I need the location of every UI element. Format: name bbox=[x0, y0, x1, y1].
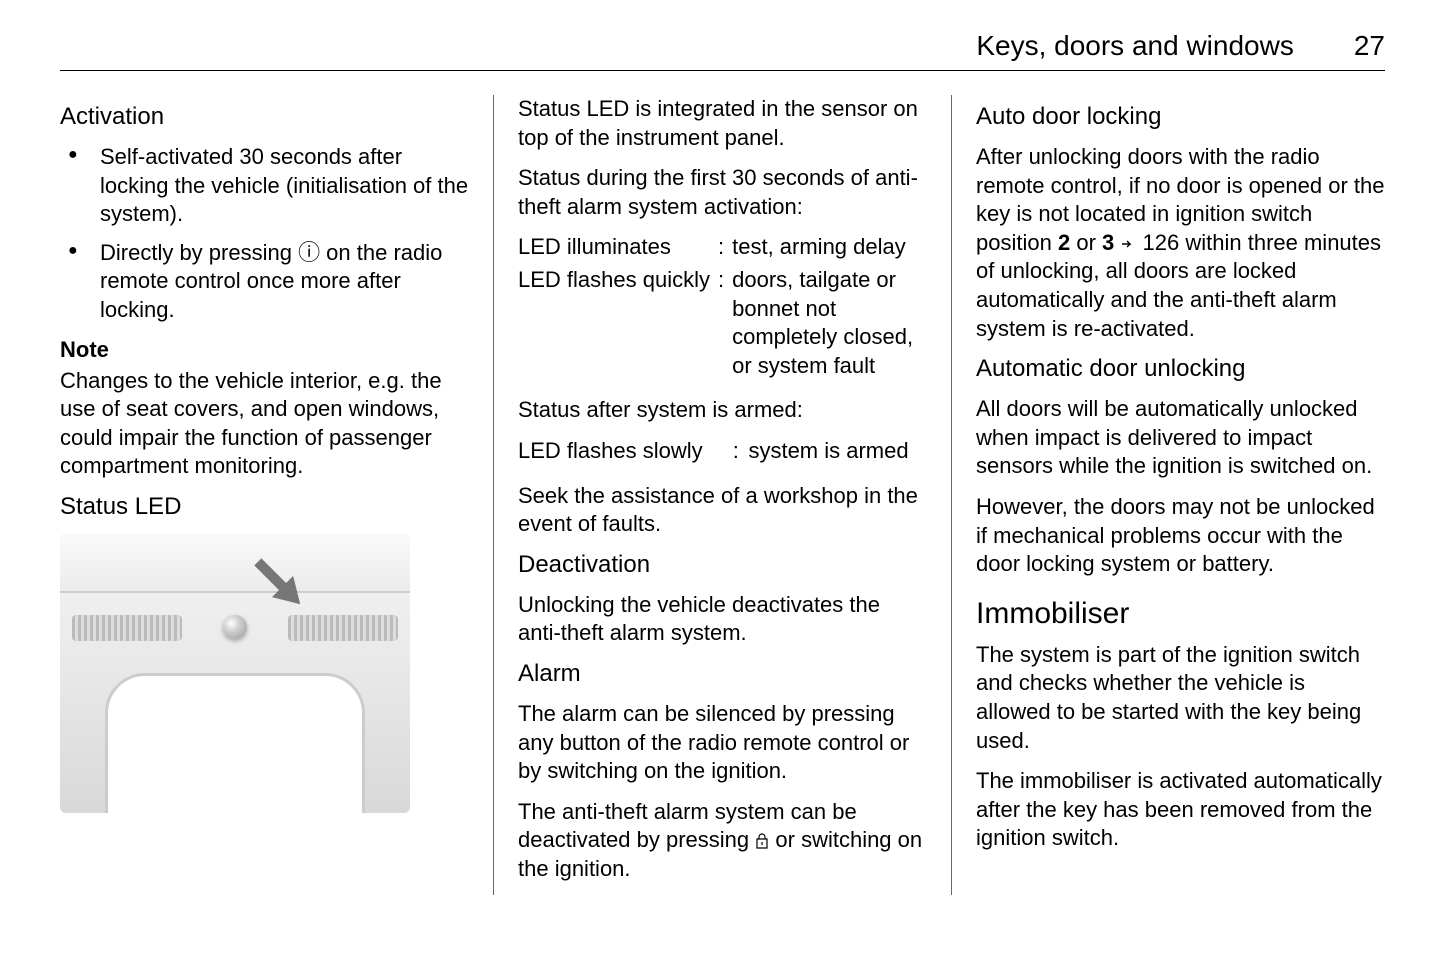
list-item: Directly by pressing ⓘ on the radio remo… bbox=[60, 239, 469, 325]
page-ref-number: 126 bbox=[1143, 230, 1180, 255]
status-defs-1: LED illuminates : test, arming delay LED… bbox=[518, 233, 927, 384]
note-label: Note bbox=[60, 337, 469, 363]
steering-wheel-opening bbox=[105, 673, 365, 813]
def-colon: : bbox=[733, 437, 749, 470]
status-led-intro: Status LED is integrated in the sensor o… bbox=[518, 95, 927, 152]
auto-lock-or: or bbox=[1076, 230, 1102, 255]
list-item: Self-activated 30 seconds after locking … bbox=[60, 143, 469, 229]
alarm-p1: The alarm can be silenced by pressing an… bbox=[518, 700, 927, 786]
column-3: Auto door locking After unlocking doors … bbox=[951, 95, 1385, 895]
content-columns: Activation Self-activated 30 seconds aft… bbox=[60, 95, 1385, 895]
alarm-p2: The anti-theft alarm system can be deact… bbox=[518, 798, 927, 884]
page-header: Keys, doors and windows 27 bbox=[60, 30, 1385, 71]
status-defs-2: LED flashes slowly : system is armed bbox=[518, 437, 927, 470]
activation-bullets: Self-activated 30 seconds after locking … bbox=[60, 143, 469, 325]
position-3: 3 bbox=[1102, 230, 1114, 255]
def-desc: system is armed bbox=[748, 437, 927, 470]
deactivation-heading: Deactivation bbox=[518, 551, 927, 579]
lock-icon bbox=[755, 828, 769, 846]
immobiliser-p2: The immobiliser is activated automatical… bbox=[976, 767, 1385, 853]
page-ref-arrow-icon bbox=[1120, 231, 1136, 247]
def-desc: doors, tailgate or bonnet not completely… bbox=[732, 266, 927, 384]
workshop-text: Seek the assistance of a workshop in the… bbox=[518, 482, 927, 539]
note-text: Changes to the vehicle interior, e.g. th… bbox=[60, 367, 469, 481]
immobiliser-heading: Immobiliser bbox=[976, 597, 1385, 631]
def-term: LED illuminates bbox=[518, 233, 718, 266]
status-after-armed: Status after system is armed: bbox=[518, 396, 927, 425]
activation-heading: Activation bbox=[60, 103, 469, 131]
vent-left bbox=[72, 615, 182, 641]
deactivation-text: Unlocking the vehicle deactivates the an… bbox=[518, 591, 927, 648]
vent-right bbox=[288, 615, 398, 641]
status-first-30s: Status during the first 30 seconds of an… bbox=[518, 164, 927, 221]
def-row: LED flashes slowly : system is armed bbox=[518, 437, 927, 470]
immobiliser-p1: The system is part of the ignition switc… bbox=[976, 641, 1385, 755]
auto-unlock-p2: However, the doors may not be unlocked i… bbox=[976, 493, 1385, 579]
status-led-image bbox=[60, 533, 410, 813]
column-1: Activation Self-activated 30 seconds aft… bbox=[60, 95, 493, 895]
def-row: LED flashes quickly : doors, tailgate or… bbox=[518, 266, 927, 384]
dashboard-top bbox=[60, 533, 410, 593]
auto-unlock-p1: All doors will be automatically unlocked… bbox=[976, 395, 1385, 481]
def-term: LED flashes slowly bbox=[518, 437, 733, 470]
auto-lock-heading: Auto door locking bbox=[976, 103, 1385, 131]
led-sensor-dot bbox=[223, 615, 247, 639]
def-colon: : bbox=[718, 266, 732, 384]
status-led-heading: Status LED bbox=[60, 493, 469, 521]
auto-unlock-heading: Automatic door unlocking bbox=[976, 355, 1385, 383]
def-colon: : bbox=[718, 233, 732, 266]
column-2: Status LED is integrated in the sensor o… bbox=[493, 95, 951, 895]
def-row: LED illuminates : test, arming delay bbox=[518, 233, 927, 266]
page-number: 27 bbox=[1354, 30, 1385, 62]
auto-lock-text: After unlocking doors with the radio rem… bbox=[976, 143, 1385, 343]
def-term: LED flashes quickly bbox=[518, 266, 718, 384]
position-2: 2 bbox=[1058, 230, 1070, 255]
header-title: Keys, doors and windows bbox=[976, 30, 1294, 62]
def-desc: test, arming delay bbox=[732, 233, 927, 266]
alarm-heading: Alarm bbox=[518, 660, 927, 688]
